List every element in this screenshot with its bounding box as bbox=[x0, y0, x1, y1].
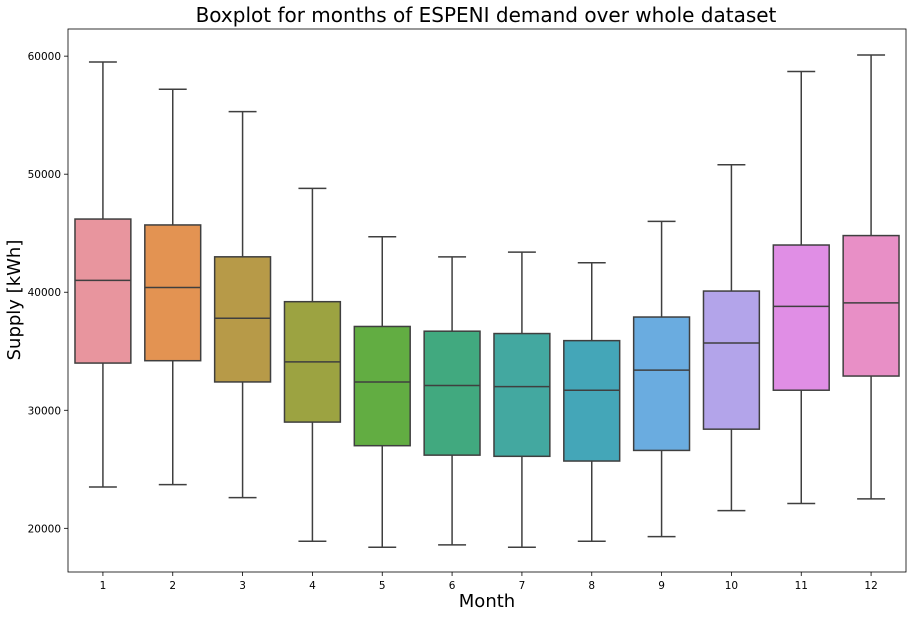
y-tick-label: 20000 bbox=[28, 523, 61, 535]
box-iqr bbox=[842, 234, 900, 377]
box-month-3 bbox=[213, 110, 272, 499]
box-iqr bbox=[772, 244, 830, 391]
y-tick-label: 30000 bbox=[28, 405, 61, 417]
box-iqr bbox=[144, 224, 202, 362]
x-tick-label: 3 bbox=[239, 580, 246, 592]
box-month-5 bbox=[353, 236, 411, 548]
x-tick-label: 8 bbox=[588, 580, 595, 592]
x-tick-label: 11 bbox=[795, 580, 808, 592]
y-tick-label: 40000 bbox=[28, 287, 61, 299]
box-month-10 bbox=[702, 164, 761, 512]
x-tick-label: 7 bbox=[519, 580, 526, 592]
box-month-11 bbox=[772, 70, 830, 505]
boxes-layer bbox=[74, 54, 900, 548]
x-tick-label: 6 bbox=[449, 580, 456, 592]
box-iqr bbox=[632, 316, 691, 452]
y-axis-label: Supply [kWh] bbox=[4, 240, 25, 361]
box-iqr bbox=[702, 290, 761, 430]
x-axis-label: Month bbox=[459, 591, 515, 612]
box-month-8 bbox=[563, 261, 621, 543]
x-axis: 1 2 3 4 5 6 7 8 9 10 11 12 bbox=[100, 572, 878, 592]
box-iqr bbox=[423, 330, 481, 456]
y-tick-label: 50000 bbox=[28, 169, 61, 181]
x-tick-label: 10 bbox=[725, 580, 738, 592]
x-tick-label: 12 bbox=[864, 580, 877, 592]
box-month-12 bbox=[842, 54, 900, 500]
x-tick-label: 9 bbox=[658, 580, 665, 592]
plot-area bbox=[67, 28, 907, 573]
y-axis: 20000 30000 40000 50000 60000 bbox=[28, 51, 68, 535]
x-tick-label: 5 bbox=[379, 580, 386, 592]
box-month-2 bbox=[144, 88, 202, 486]
box-month-9 bbox=[632, 220, 691, 538]
box-iqr bbox=[493, 332, 551, 458]
x-tick-label: 1 bbox=[100, 580, 107, 592]
box-iqr bbox=[213, 256, 272, 383]
box-month-4 bbox=[283, 187, 342, 543]
box-month-7 bbox=[493, 251, 551, 548]
y-tick-label: 60000 bbox=[28, 51, 61, 63]
box-month-6 bbox=[423, 256, 481, 546]
box-iqr bbox=[563, 339, 621, 462]
box-iqr bbox=[74, 218, 132, 364]
x-tick-label: 2 bbox=[169, 580, 176, 592]
box-iqr bbox=[353, 325, 411, 447]
box-month-1 bbox=[74, 61, 132, 488]
chart-title: Boxplot for months of ESPENI demand over… bbox=[196, 3, 777, 27]
x-tick-label: 4 bbox=[309, 580, 316, 592]
